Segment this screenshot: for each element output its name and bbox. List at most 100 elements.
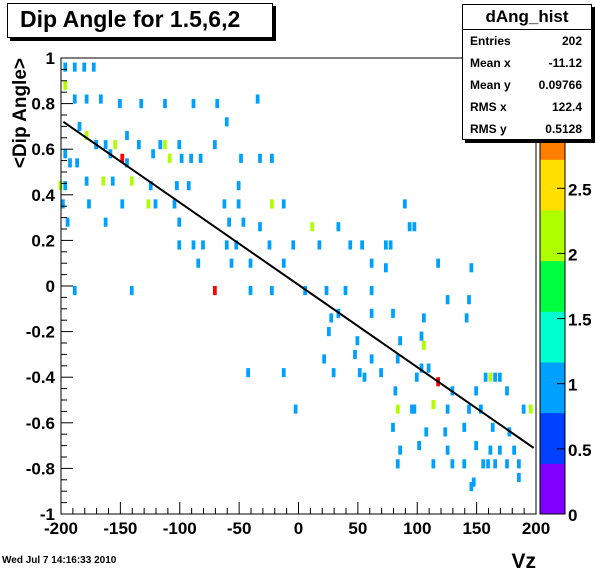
heatmap-cell [248, 258, 253, 268]
heatmap-cell [391, 422, 395, 432]
heatmap-cell [419, 331, 424, 341]
color-bar-label: 0 [568, 506, 577, 525]
heatmap-cell [196, 258, 201, 268]
heatmap-cell [120, 199, 125, 209]
heatmap-cell [483, 372, 488, 382]
heatmap-cell [236, 181, 241, 191]
y-tick-label: 0.6 [31, 140, 55, 159]
heatmap-cell [63, 181, 68, 191]
heatmap-cell [246, 368, 250, 378]
color-bar-label: 2.5 [568, 180, 592, 199]
heatmap-cell [270, 153, 274, 163]
heatmap-cell [72, 286, 77, 296]
heatmap-cell [65, 217, 70, 227]
heatmap-cell [224, 117, 229, 127]
x-tick-label: -200 [44, 519, 78, 538]
heatmap-cell [72, 94, 77, 104]
heatmap-cell [445, 295, 450, 305]
y-tick-label: 0.2 [31, 231, 55, 250]
heatmap-cell [412, 222, 417, 232]
heatmap-cell [517, 472, 521, 483]
heatmap-cell [403, 199, 407, 209]
heatmap-cell [343, 286, 348, 296]
heatmap-cell [395, 459, 400, 469]
heatmap-cell [167, 153, 172, 163]
heatmap-cell [172, 199, 177, 209]
heatmap-cell [84, 130, 89, 141]
stats-box: dAng_hist Entries 202 Mean x -11.12 Mean y… [462, 4, 592, 140]
heatmap-cell [215, 99, 220, 109]
heatmap-cell [110, 176, 115, 186]
heatmap-cell [469, 263, 474, 273]
heatmap-cell [393, 386, 398, 396]
heatmap-cell [291, 240, 296, 250]
color-bar-segment [540, 463, 565, 515]
heatmap-cell [493, 372, 497, 382]
heatmap-cell [241, 217, 246, 227]
heatmap-cell [103, 140, 108, 150]
heatmap-cell [270, 199, 274, 209]
heatmap-cell [467, 404, 471, 414]
stat-mean-x: Mean x -11.12 [470, 56, 582, 70]
heatmap-cell [450, 459, 455, 469]
heatmap-cell [517, 459, 521, 469]
heatmap-cell [357, 368, 362, 378]
heatmap-cell [201, 240, 205, 250]
heatmap-cell [213, 286, 217, 296]
color-bar-label: 1.5 [568, 311, 592, 330]
heatmap-cell [355, 336, 360, 346]
heatmap-cell [395, 354, 400, 364]
stat-mean-y: Mean y 0.09766 [470, 78, 582, 92]
heatmap-cell [488, 372, 493, 382]
heatmap-cell [129, 176, 134, 186]
heatmap-cell [471, 477, 476, 487]
heatmap-cell [120, 153, 125, 163]
heatmap-cell [189, 153, 193, 163]
heatmap-cell [410, 404, 414, 414]
heatmap-cell [384, 240, 388, 250]
heatmap-cell [267, 240, 272, 250]
heatmap-cell [369, 308, 374, 318]
heatmap-cell [317, 240, 322, 250]
heatmap-cell [329, 313, 334, 323]
heatmap-cell [445, 445, 450, 455]
heatmap-cell [177, 140, 182, 150]
cells [58, 62, 533, 492]
heatmap-cell [521, 404, 526, 414]
color-bar-label: 2 [568, 245, 577, 264]
heatmap-cell [129, 286, 134, 296]
x-tick-label: -50 [227, 519, 252, 538]
heatmap-cell [63, 80, 68, 90]
heatmap-cell [281, 368, 286, 378]
heatmap-cell [139, 99, 144, 109]
color-bar-segment [540, 362, 565, 414]
heatmap-cell [177, 240, 182, 250]
heatmap-cell [125, 158, 129, 168]
y-tick-label: -0.6 [26, 414, 55, 433]
color-bar-label: 0.5 [568, 441, 592, 460]
heatmap-cell [99, 94, 103, 104]
stats-name: dAng_hist [463, 5, 591, 30]
heatmap-cell [148, 181, 153, 191]
heatmap-cell [488, 445, 493, 455]
heatmap-cell [443, 427, 448, 437]
heatmap-cell [258, 153, 262, 163]
heatmap-cell [384, 263, 388, 273]
timestamp: Wed Jul 7 14:16:33 2010 [2, 555, 117, 566]
heatmap-cell [239, 153, 243, 163]
heatmap-cell [353, 349, 357, 359]
x-axis-label: Vz [511, 550, 536, 572]
x-tick-label: 0 [294, 519, 303, 538]
y-tick-label: 1 [46, 49, 55, 68]
heatmap-cell [177, 217, 182, 227]
heatmap-cell [72, 62, 77, 72]
heatmap-cell [163, 99, 167, 109]
heatmap-cell [424, 427, 429, 437]
heatmap-cell [63, 62, 68, 72]
heatmap-cell [417, 441, 421, 451]
x-tick-label: -150 [103, 519, 137, 538]
heatmap-cell [436, 258, 440, 268]
color-bar-segment [540, 412, 565, 464]
y-tick-label: -0.4 [26, 368, 56, 387]
stat-rms-x: RMS x 122.4 [470, 100, 582, 114]
